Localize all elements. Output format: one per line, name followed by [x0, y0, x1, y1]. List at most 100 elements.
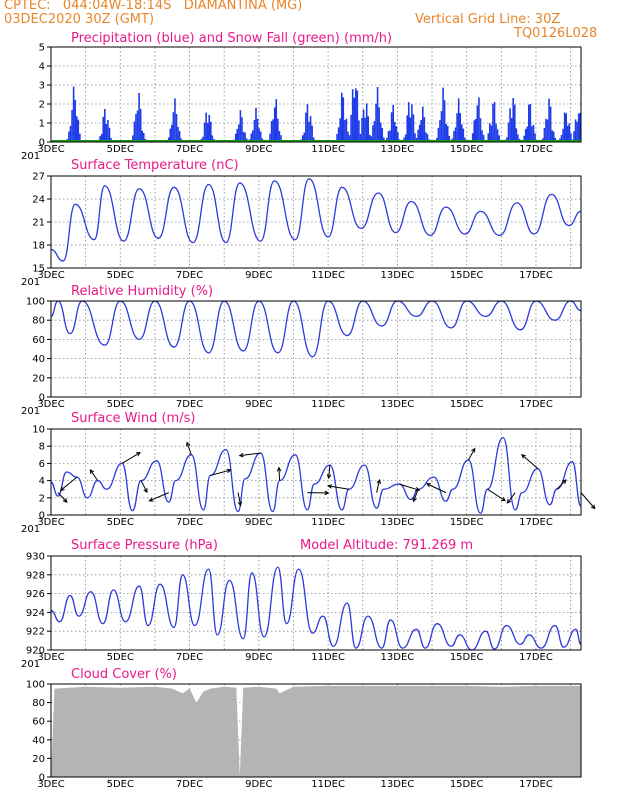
humidity-ytick-label: 100	[26, 297, 45, 308]
cloud-xtick-label: 3DEC	[37, 779, 64, 790]
wind-vector-arrowhead	[135, 452, 141, 457]
precip-bar	[552, 131, 555, 142]
wind-vector-arrow	[60, 476, 78, 491]
wind-vector-arrowhead	[276, 466, 282, 472]
wind-vector-arrowhead	[590, 504, 596, 510]
precip-bar	[478, 97, 480, 142]
precip-bar	[517, 134, 519, 142]
temperature-frame	[50, 175, 582, 269]
precip-bar	[370, 136, 373, 142]
wind-vector-arrowhead	[521, 454, 526, 459]
precip-bar	[340, 92, 343, 142]
precip-bar	[278, 131, 281, 142]
wind-vector-arrow	[89, 469, 99, 481]
wind-vector-arrowhead	[148, 497, 154, 502]
precip-bar	[242, 131, 245, 142]
precip-bar	[476, 105, 479, 142]
cloud-xtick-label: 7DEC	[176, 779, 203, 790]
wind-vector-arrow	[210, 469, 231, 476]
precip-bar	[169, 128, 172, 142]
precip-panel	[47, 46, 582, 143]
humidity-frame	[50, 300, 582, 398]
pressure-ytick-label: 926	[26, 589, 45, 600]
precip-bar	[272, 119, 274, 142]
precip-bar	[351, 89, 354, 142]
precip-bar	[445, 123, 447, 142]
temperature-panel	[47, 175, 582, 269]
precip-ytick-label: 0	[39, 138, 45, 149]
precip-bar	[210, 121, 212, 142]
precip-bar	[167, 137, 170, 142]
precip-bar	[548, 98, 550, 142]
wind-ytick-label: 4	[39, 476, 45, 487]
precip-bar	[403, 137, 405, 142]
precip-bar	[462, 128, 465, 142]
humidity-xtick-label: 11DEC	[311, 399, 345, 410]
temperature-xtick-label: 3DEC	[37, 270, 64, 281]
humidity-panel	[47, 300, 582, 398]
precip-bar	[437, 127, 440, 142]
precip-bar	[528, 104, 530, 142]
precip-bar	[142, 132, 145, 142]
precip-bar	[275, 99, 278, 142]
precip-bar	[234, 133, 237, 142]
precip-bar	[473, 120, 476, 142]
precip-bar	[337, 127, 340, 142]
wind-vector-arrowhead	[415, 487, 421, 492]
cloud-ytick-label: 20	[32, 754, 45, 765]
wind-vector-arrow	[413, 489, 419, 502]
header-datetime: 03DEC2020 30Z (GMT)	[4, 12, 155, 27]
cloud-ytick-label: 40	[32, 735, 45, 746]
humidity-xtick-label: 17DEC	[519, 399, 553, 410]
precip-bar	[459, 113, 462, 142]
precip-bar	[345, 118, 348, 142]
precip-bar	[301, 135, 304, 142]
pressure-ytick-label: 922	[26, 627, 45, 638]
precip-bar	[573, 131, 575, 142]
wind-vector-arrowhead	[143, 488, 148, 494]
precip-bar	[358, 120, 360, 142]
temperature-xtick-label: 15DEC	[450, 270, 484, 281]
precip-bar	[177, 126, 179, 142]
precip-bar	[495, 123, 497, 142]
precip-bar	[259, 131, 262, 142]
precip-bar	[205, 112, 207, 142]
wind-panel	[47, 428, 596, 516]
precip-bar	[443, 100, 446, 142]
precip-title: Precipitation (blue) and Snow Fall (gree…	[71, 31, 392, 46]
precip-bar	[524, 129, 527, 142]
wind-vector-arrowhead	[62, 498, 68, 503]
wind-title: Surface Wind (m/s)	[71, 411, 195, 426]
precip-bar	[523, 135, 525, 142]
precip-bar	[312, 137, 315, 142]
humidity-year-label: 201	[21, 406, 40, 417]
precip-bar	[364, 117, 366, 142]
precip-ytick-label: 2	[39, 100, 45, 111]
precip-bar	[308, 121, 310, 142]
precip-bar	[562, 128, 564, 142]
cloud-xtick-label: 15DEC	[450, 779, 484, 790]
precip-bar	[545, 118, 547, 142]
cloud-cover-area	[51, 685, 581, 777]
precip-bar	[135, 114, 137, 142]
precip-bar	[423, 117, 426, 142]
precip-bar	[139, 108, 142, 142]
pressure-xtick-label: 5DEC	[107, 652, 134, 663]
precip-bar	[479, 118, 482, 142]
precip-bar	[512, 98, 515, 142]
wind-vector-arrow	[328, 485, 349, 490]
precip-bar	[453, 131, 455, 142]
precip-bar	[475, 119, 477, 142]
precip-bar	[506, 137, 508, 142]
precip-bar	[348, 135, 351, 142]
pressure-ytick-label: 924	[26, 608, 45, 619]
humidity-title: Relative Humidity (%)	[71, 284, 213, 299]
wind-vector-arrow	[186, 442, 192, 455]
precip-bar	[256, 118, 259, 142]
precip-bar	[482, 134, 485, 142]
precip-bar	[406, 115, 409, 142]
precip-bar	[393, 121, 396, 142]
wind-vector-arrow	[328, 465, 331, 479]
wind-vector-arrow	[149, 492, 169, 502]
precip-bar	[305, 112, 307, 142]
